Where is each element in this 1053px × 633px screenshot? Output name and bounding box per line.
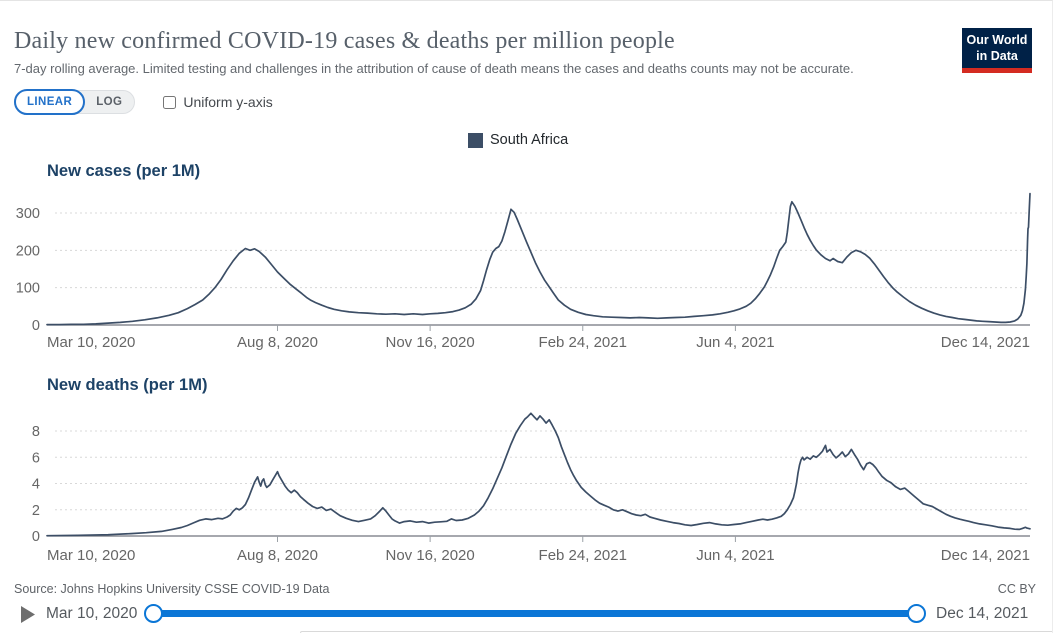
log-scale-button[interactable]: LOG <box>84 90 134 114</box>
svg-text:8: 8 <box>32 424 40 440</box>
license-link[interactable]: CC BY <box>997 582 1036 596</box>
uniform-y-axis-checkbox[interactable] <box>163 95 177 109</box>
svg-text:Dec 14, 2021: Dec 14, 2021 <box>941 547 1030 564</box>
svg-text:Jun 4, 2021: Jun 4, 2021 <box>696 334 774 351</box>
cases-chart[interactable]: 0 100 200 300 Mar 10, 2020 Aug 8, 2020 Nov 16,… <box>0 187 1053 355</box>
svg-text:Aug 8, 2020: Aug 8, 2020 <box>237 547 318 564</box>
linear-scale-button[interactable]: LINEAR <box>14 89 86 115</box>
timeline-start-date[interactable]: Mar 10, 2020 <box>46 605 138 622</box>
page-subtitle: 7-day rolling average. Limited testing a… <box>14 61 854 76</box>
svg-text:300: 300 <box>16 206 40 222</box>
svg-text:Mar 10, 2020: Mar 10, 2020 <box>47 334 135 351</box>
svg-text:0: 0 <box>32 529 40 545</box>
timeline-slider-track[interactable] <box>144 604 926 623</box>
deaths-chart[interactable]: 0 2 4 6 8 Mar 10, 2020 Aug 8, 2020 Nov 16, 2020… <box>0 400 1053 566</box>
svg-text:0: 0 <box>32 318 40 334</box>
timeline-end-date[interactable]: Dec 14, 2021 <box>936 605 1029 622</box>
svg-text:Aug 8, 2020: Aug 8, 2020 <box>237 334 318 351</box>
svg-text:100: 100 <box>16 281 40 297</box>
svg-text:200: 200 <box>16 243 40 259</box>
cases-chart-title: New cases (per 1M) <box>47 162 201 180</box>
deaths-chart-title: New deaths (per 1M) <box>47 376 208 394</box>
owid-logo-text: Our World in Data <box>962 28 1032 68</box>
source-note: Source: Johns Hopkins University CSSE CO… <box>14 582 330 596</box>
svg-text:2: 2 <box>32 503 40 519</box>
owid-logo-red-bar <box>962 67 1032 73</box>
chart-controls: LINEAR LOG Uniform y-axis <box>14 89 273 115</box>
timeline-end-handle[interactable] <box>907 604 926 623</box>
svg-text:Nov 16, 2020: Nov 16, 2020 <box>386 334 475 351</box>
svg-text:Feb 24, 2021: Feb 24, 2021 <box>539 334 627 351</box>
svg-text:Dec 14, 2021: Dec 14, 2021 <box>941 334 1030 351</box>
timeline-start-handle[interactable] <box>144 604 163 623</box>
legend-swatch <box>468 132 483 148</box>
svg-text:Jun 4, 2021: Jun 4, 2021 <box>696 547 774 564</box>
svg-text:Nov 16, 2020: Nov 16, 2020 <box>386 547 475 564</box>
svg-text:6: 6 <box>32 450 40 466</box>
bottom-divider <box>300 631 1052 633</box>
legend-label: South Africa <box>490 132 569 148</box>
svg-text:4: 4 <box>32 477 40 493</box>
owid-logo[interactable]: Our World in Data <box>962 28 1032 73</box>
svg-text:Feb 24, 2021: Feb 24, 2021 <box>539 547 627 564</box>
play-icon <box>21 606 35 623</box>
uniform-y-axis-label: Uniform y-axis <box>183 94 273 110</box>
uniform-y-axis-control[interactable]: Uniform y-axis <box>163 94 273 110</box>
play-button[interactable] <box>21 606 35 623</box>
legend: South Africa <box>468 132 568 148</box>
scale-toggle: LINEAR LOG <box>14 89 136 115</box>
timeline: Mar 10, 2020 Dec 14, 2021 <box>0 601 1052 629</box>
svg-text:Mar 10, 2020: Mar 10, 2020 <box>47 547 135 564</box>
page-title: Daily new confirmed COVID-19 cases & dea… <box>14 28 675 54</box>
